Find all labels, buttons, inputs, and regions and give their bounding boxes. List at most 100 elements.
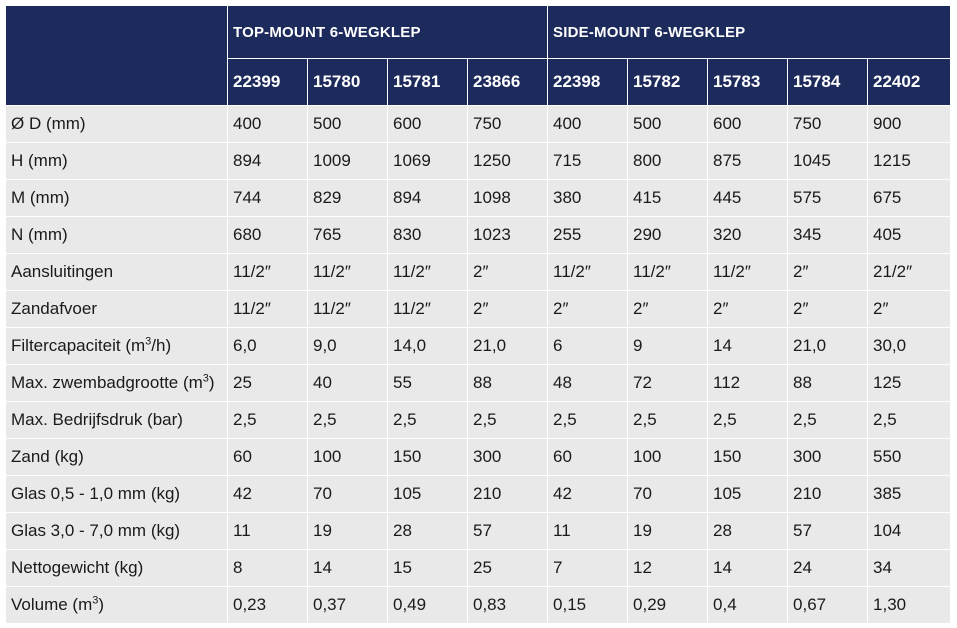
table-row: Glas 0,5 - 1,0 mm (kg) 42 70 105 210 42 70 105 2… <box>5 475 952 513</box>
table-row: Max. Bedrijfsdruk (bar) 2,5 2,5 2,5 2,5 2,5 2,… <box>5 401 952 439</box>
table-cell: 2,5 <box>627 401 709 439</box>
group-header-row: TOP-MOUNT 6-WEGKLEP SIDE-MOUNT 6-WEGKLEP <box>5 5 952 106</box>
table-cell: 2,5 <box>867 401 952 439</box>
table-cell: 60 <box>227 438 308 476</box>
table-cell: 2,5 <box>787 401 869 439</box>
table-cell: 21/2″ <box>867 253 952 291</box>
table-cell: 894 <box>227 142 308 180</box>
table-cell: 12 <box>627 549 709 587</box>
table-cell: 7 <box>547 549 629 587</box>
table-cell: 2″ <box>867 290 952 328</box>
table-cell: 6 <box>547 327 629 365</box>
model-header-cell: 15782 <box>627 58 709 106</box>
table-cell: 100 <box>627 438 709 476</box>
row-label: Max. zwembadgrootte (m3) <box>5 364 228 402</box>
table-cell: 405 <box>867 216 952 254</box>
table-cell: 21,0 <box>466 327 549 365</box>
table-cell: 400 <box>227 105 308 143</box>
table-cell: 28 <box>387 512 468 550</box>
table-cell: 320 <box>707 216 789 254</box>
table-cell: 57 <box>787 512 869 550</box>
table-cell: 11/2″ <box>707 253 789 291</box>
table-cell: 15 <box>387 549 468 587</box>
row-label-superscript: 3 <box>202 372 209 385</box>
table-cell: 70 <box>627 475 709 513</box>
table-cell: 830 <box>387 216 468 254</box>
model-header-cell: 23866 <box>466 58 549 106</box>
table-cell: 750 <box>466 105 549 143</box>
table-cell: 800 <box>627 142 709 180</box>
table-row: Filtercapaciteit (m3/h) 6,0 9,0 14,0 21,0 6 9 1… <box>5 327 952 365</box>
table-cell: 2″ <box>707 290 789 328</box>
group-header-top-mount: TOP-MOUNT 6-WEGKLEP <box>226 5 549 59</box>
table-cell: 385 <box>867 475 952 513</box>
table-cell: 30,0 <box>867 327 952 365</box>
table-cell: 0,23 <box>227 586 308 624</box>
table-cell: 28 <box>707 512 789 550</box>
table-cell: 445 <box>707 179 789 217</box>
table-cell: 1250 <box>466 142 549 180</box>
table-cell: 21,0 <box>787 327 869 365</box>
table-cell: 300 <box>787 438 869 476</box>
table-cell: 88 <box>787 364 869 402</box>
table-cell: 345 <box>787 216 869 254</box>
table-cell: 0,67 <box>787 586 869 624</box>
table-cell: 11/2″ <box>547 253 629 291</box>
table-cell: 2,5 <box>547 401 629 439</box>
table-cell: 600 <box>387 105 468 143</box>
table-cell: 1045 <box>787 142 869 180</box>
row-label-superscript: 3 <box>145 335 152 348</box>
model-header-cell: 15780 <box>307 58 388 106</box>
table-cell: 42 <box>227 475 308 513</box>
table-cell: 500 <box>307 105 388 143</box>
table-cell: 675 <box>867 179 952 217</box>
table-row: N (mm) 680 765 830 1023 255 290 320 345 405 <box>5 216 952 254</box>
table-cell: 744 <box>227 179 308 217</box>
table-cell: 11/2″ <box>387 253 468 291</box>
table-cell: 11/2″ <box>307 253 388 291</box>
table-cell: 715 <box>547 142 629 180</box>
table-cell: 60 <box>547 438 629 476</box>
table-cell: 70 <box>307 475 388 513</box>
table-cell: 2″ <box>627 290 709 328</box>
table-cell: 380 <box>547 179 629 217</box>
row-label-suffix: /h) <box>151 336 172 355</box>
table-body: Ø D (mm) 400 500 600 750 400 500 600 750 900 H (mm… <box>5 105 952 624</box>
row-label: Ø D (mm) <box>5 105 228 143</box>
table-cell: 1098 <box>466 179 549 217</box>
table-row: Ø D (mm) 400 500 600 750 400 500 600 750 900 <box>5 105 952 143</box>
table-cell: 1069 <box>387 142 468 180</box>
row-label: N (mm) <box>5 216 228 254</box>
table-cell: 0,4 <box>707 586 789 624</box>
row-label: H (mm) <box>5 142 228 180</box>
table-cell: 34 <box>867 549 952 587</box>
table-cell: 150 <box>387 438 468 476</box>
model-header-cell: 15784 <box>787 58 869 106</box>
table-cell: 415 <box>627 179 709 217</box>
table-cell: 55 <box>387 364 468 402</box>
model-header-cell: 22402 <box>867 58 952 106</box>
table-cell: 8 <box>227 549 308 587</box>
model-header-cell: 15781 <box>387 58 468 106</box>
table-cell: 88 <box>466 364 549 402</box>
table-cell: 290 <box>627 216 709 254</box>
table-cell: 2,5 <box>227 401 308 439</box>
table-cell: 1009 <box>307 142 388 180</box>
row-label: Zand (kg) <box>5 438 228 476</box>
table-cell: 40 <box>307 364 388 402</box>
row-label: Zandafvoer <box>5 290 228 328</box>
row-label: Filtercapaciteit (m3/h) <box>5 327 228 365</box>
table-cell: 11/2″ <box>627 253 709 291</box>
row-label: Nettogewicht (kg) <box>5 549 228 587</box>
row-label: Max. Bedrijfsdruk (bar) <box>5 401 228 439</box>
table-cell: 9 <box>627 327 709 365</box>
table-cell: 2,5 <box>307 401 388 439</box>
table-cell: 894 <box>387 179 468 217</box>
table-cell: 57 <box>466 512 549 550</box>
row-label-text: Max. zwembadgrootte (m <box>11 373 203 392</box>
table-cell: 2″ <box>466 253 549 291</box>
table-cell: 680 <box>227 216 308 254</box>
table-cell: 112 <box>707 364 789 402</box>
row-label: Glas 3,0 - 7,0 mm (kg) <box>5 512 228 550</box>
table-cell: 875 <box>707 142 789 180</box>
